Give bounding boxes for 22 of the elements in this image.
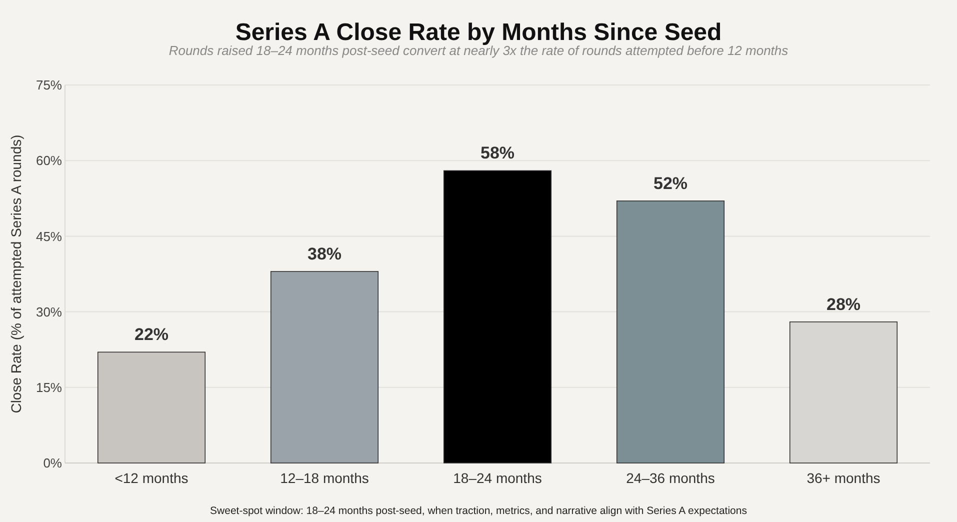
data-label: 38% <box>307 244 342 264</box>
bar <box>443 170 552 464</box>
x-tick-label: 18–24 months <box>453 470 542 486</box>
data-label: 52% <box>653 174 688 193</box>
data-label: 22% <box>134 325 169 344</box>
x-tick-label: 12–18 months <box>280 470 369 486</box>
text: Sweet-spot window: 18–24 months post-seed, when traction, metrics, and narrative align with Series A expectations <box>210 505 747 517</box>
x-tick-label: 24–36 months <box>626 470 715 486</box>
x-tick-label: <12 months <box>114 470 188 486</box>
data-label: 28% <box>826 294 861 314</box>
data-label: 58% <box>480 144 515 163</box>
y-tick-label: 0% <box>43 456 62 471</box>
y-tick-label: 45% <box>36 228 62 244</box>
y-tick-label: 75% <box>36 78 62 93</box>
y-tick-label: 30% <box>36 304 62 320</box>
bar <box>270 271 379 464</box>
y-axis-title: Close Rate (% of attempted Series A rounds) <box>8 134 24 414</box>
chart-title: Series A Close Rate by Months Since Seed <box>235 19 722 46</box>
bar <box>616 200 725 464</box>
y-tick-label: 15% <box>36 380 62 395</box>
y-tick-label: 60% <box>36 153 62 168</box>
x-tick-label: 36+ months <box>806 470 880 486</box>
